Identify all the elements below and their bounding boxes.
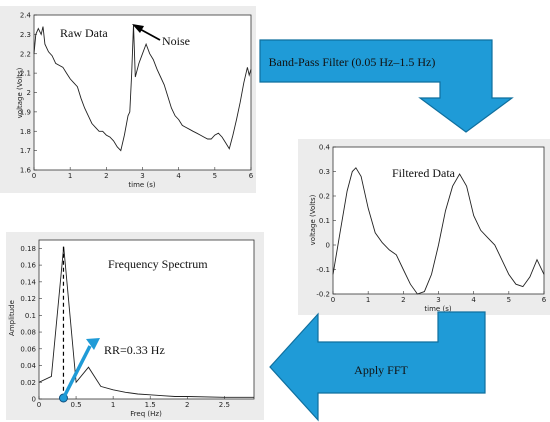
- raw-data-panel: 0 1 2 3 4 5 6 1.6 1.7 1.8 1.9 2 2.1 2.2 2.3 2.4 Raw Dat…: [0, 6, 256, 193]
- fft-arrow: Apply FFT: [269, 311, 486, 422]
- x-tick-label: 1.5: [145, 401, 156, 409]
- x-tick-label: 1: [111, 401, 115, 409]
- y-tick-label: -0.2: [316, 291, 330, 299]
- filtered-ticks: 0 1 2 3 4 5 6 -0.2 -0.1 0 0.1 0.2 0.3 0.4: [316, 144, 546, 305]
- raw-xlabel: time (s): [128, 181, 155, 189]
- x-tick-label: 2: [104, 172, 108, 180]
- x-tick-label: 0: [32, 172, 36, 180]
- x-tick-label: 4: [471, 296, 476, 304]
- bandpass-arrow-shape: [259, 39, 514, 133]
- y-tick-label: 1.9: [20, 108, 31, 116]
- y-tick-label: 0.14: [20, 278, 36, 286]
- raw-ticks: 0 1 2 3 4 5 6 1.6 1.7 1.8 1.9 2 2.1 2.2 2.3 2.4: [20, 12, 254, 181]
- raw-plot-area: [33, 14, 252, 171]
- y-tick-label: 1.7: [20, 147, 31, 155]
- noise-arrow-head: [132, 24, 144, 33]
- x-tick-label: 2: [401, 296, 405, 304]
- y-tick-label: 0: [32, 396, 36, 404]
- y-tick-label: 2.3: [20, 31, 31, 39]
- filtered-series-line: [332, 167, 545, 295]
- y-tick-label: -0.1: [316, 266, 330, 274]
- y-tick-label: 0.18: [20, 245, 36, 253]
- x-tick-label: 2.5: [219, 401, 230, 409]
- y-tick-label: 0.1: [25, 312, 36, 320]
- spectrum-ylabel: Amplitude: [8, 300, 16, 336]
- y-tick-label: 0.06: [20, 345, 36, 353]
- x-tick-label: 1: [366, 296, 370, 304]
- rr-arrow-head: [86, 338, 100, 350]
- x-tick-label: 1: [68, 172, 72, 180]
- x-tick-label: 0: [331, 296, 335, 304]
- y-tick-label: 0.04: [20, 362, 36, 370]
- raw-title: Raw Data: [60, 26, 108, 40]
- spectrum-xlabel: Freq (Hz): [130, 410, 162, 418]
- y-tick-label: 2.1: [20, 70, 31, 78]
- y-tick-label: 1.6: [20, 167, 32, 175]
- y-tick-label: 0.4: [319, 144, 331, 152]
- x-tick-label: 0: [37, 401, 41, 409]
- x-tick-label: 3: [436, 296, 440, 304]
- x-tick-label: 5: [507, 296, 511, 304]
- y-tick-label: 0.16: [20, 262, 36, 270]
- filtered-title: Filtered Data: [392, 166, 456, 180]
- y-tick-label: 2: [27, 89, 31, 97]
- y-tick-label: 0.08: [20, 329, 36, 337]
- rr-label: RR=0.33 Hz: [104, 343, 165, 357]
- y-tick-label: 0.1: [319, 217, 330, 225]
- y-tick-label: 0.3: [319, 168, 330, 176]
- y-tick-label: 0.02: [20, 379, 36, 387]
- spectrum-series-line: [38, 246, 254, 398]
- x-tick-label: 6: [249, 172, 254, 180]
- filtered-data-panel: 0 1 2 3 4 5 6 -0.2 -0.1 0 0.1 0.2 0.3 0.4 Filtered Da…: [298, 139, 550, 315]
- spectrum-panel: 0 0.5 1 1.5 2 2.5 0 0.02 0.04 0.06 0.08 0.1 0.12 0.14…: [6, 232, 264, 420]
- y-tick-label: 1.8: [20, 128, 31, 136]
- fft-arrow-shape: [269, 311, 486, 422]
- x-tick-label: 6: [542, 296, 547, 304]
- y-tick-label: 0: [326, 242, 330, 250]
- y-tick-label: 2.4: [20, 12, 32, 20]
- filtered-xlabel: time (s): [424, 305, 451, 313]
- y-tick-label: 2.2: [20, 50, 31, 58]
- bandpass-label: Band-Pass Filter (0.05 Hz–1.5 Hz): [269, 55, 436, 69]
- x-tick-label: 0.5: [70, 401, 81, 409]
- y-tick-label: 0.2: [319, 193, 330, 201]
- x-tick-label: 3: [140, 172, 144, 180]
- bandpass-arrow: Band-Pass Filter (0.05 Hz–1.5 Hz): [259, 39, 514, 133]
- noise-label: Noise: [162, 34, 190, 48]
- x-tick-label: 4: [176, 172, 181, 180]
- fft-label: Apply FFT: [354, 363, 408, 377]
- x-tick-label: 2: [185, 401, 189, 409]
- spectrum-ticks: 0 0.5 1 1.5 2 2.5 0 0.02 0.04 0.06 0.08 0.1 0.12 0.14…: [20, 245, 230, 409]
- raw-series-line: [33, 24, 252, 152]
- y-tick-label: 0.12: [20, 295, 36, 303]
- x-tick-label: 5: [213, 172, 217, 180]
- rr-arrow-shaft: [61, 345, 92, 399]
- raw-ylabel: voltage (Volts): [16, 67, 24, 118]
- filtered-plot-area: [332, 146, 545, 295]
- spectrum-title: Frequency Spectrum: [108, 257, 208, 271]
- filtered-ylabel: voltage (Volts): [309, 194, 317, 245]
